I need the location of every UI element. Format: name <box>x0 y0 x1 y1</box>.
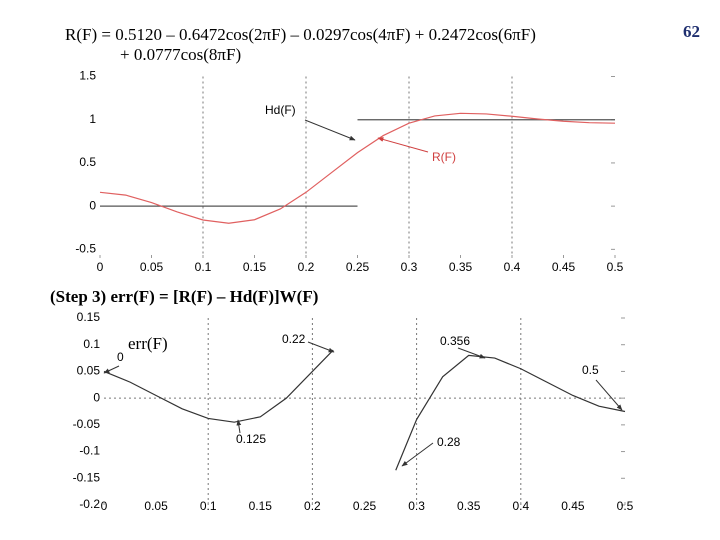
series-line <box>99 112 616 224</box>
x-tick-label: 0.1 <box>200 499 217 513</box>
y-tick-label: 1 <box>89 112 96 126</box>
y-tick-label: 0.5 <box>79 155 96 169</box>
annotation-arrow <box>307 341 335 353</box>
x-tick-label: 0.45 <box>561 499 585 513</box>
y-tick-label: -0.5 <box>75 242 96 256</box>
annotation-arrow <box>304 119 356 141</box>
x-tick-label: 0.05 <box>144 499 168 513</box>
x-tick-label: 0.2 <box>304 499 321 513</box>
equation: + 0.0777cos(8πF) <box>120 45 241 64</box>
x-tick-label: 0.1 <box>195 260 212 274</box>
y-tick-label: 0 <box>93 390 100 404</box>
x-tick-label: 0.4 <box>504 260 521 274</box>
x-tick-label: 0.15 <box>249 499 273 513</box>
equation: R(F) = 0.5120 – 0.6472cos(2πF) – 0.0297c… <box>65 25 536 44</box>
x-tick-label: 0.25 <box>346 260 370 274</box>
annotation-arrow <box>103 365 120 374</box>
x-tick-label: 0 <box>97 260 104 274</box>
x-tick-label: 0.3 <box>408 499 425 513</box>
y-tick-label: -0.2 <box>79 497 100 511</box>
annotation: 0.28 <box>437 435 461 449</box>
series-line <box>395 354 626 471</box>
step-text: (Step 3) err(F) = [R(F) – Hd(F)]W(F) <box>50 287 318 306</box>
x-tick-label: 0 <box>101 499 108 513</box>
x-tick-label: 0.15 <box>243 260 267 274</box>
page-number: 62 <box>683 22 700 41</box>
annotation-arrow <box>236 419 242 434</box>
y-tick-label: -0.15 <box>73 470 101 484</box>
y-tick-label: -0.1 <box>79 444 100 458</box>
annotation: Hd(F) <box>265 103 296 117</box>
x-tick-label: 0.35 <box>457 499 481 513</box>
annotation-arrow <box>377 137 429 153</box>
x-tick-label: 0.5 <box>617 499 634 513</box>
annotation: 0 <box>117 350 124 364</box>
annotation: 0.5 <box>582 363 599 377</box>
annotation-arrow <box>595 379 623 411</box>
y-tick-label: 0.05 <box>77 364 101 378</box>
annotation-arrow <box>401 442 434 467</box>
y-tick-label: -0.05 <box>73 417 101 431</box>
annotation: 0.356 <box>440 334 470 348</box>
series-line <box>103 349 334 423</box>
y-tick-label: 0.1 <box>83 337 100 351</box>
annotation: R(F) <box>432 150 456 164</box>
x-tick-label: 0.35 <box>449 260 473 274</box>
x-tick-label: 0.05 <box>140 260 164 274</box>
y-tick-label: 1.5 <box>79 69 96 83</box>
x-tick-label: 0.4 <box>512 499 529 513</box>
x-tick-label: 0.3 <box>401 260 418 274</box>
x-tick-label: 0.5 <box>607 260 624 274</box>
x-tick-label: 0.2 <box>298 260 315 274</box>
annotation: err(F) <box>128 334 168 353</box>
x-tick-label: 0.45 <box>552 260 576 274</box>
annotation-arrow <box>457 347 486 359</box>
annotation: 0.22 <box>282 332 306 346</box>
x-tick-label: 0.25 <box>353 499 377 513</box>
annotation: 0.125 <box>236 432 266 446</box>
y-tick-label: 0 <box>89 198 96 212</box>
y-tick-label: 0.15 <box>77 310 101 324</box>
